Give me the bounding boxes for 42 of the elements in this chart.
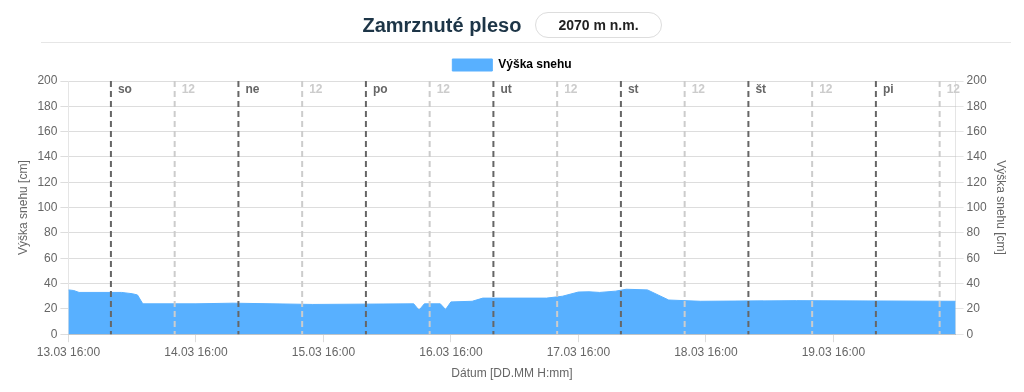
y-tick-label: 100 <box>37 199 58 214</box>
y2-axis-title: Výška snehu [cm] <box>994 160 1009 255</box>
y2-tick-label: 140 <box>966 149 987 164</box>
x-axis-title: Dátum [DD.MM H:mm] <box>451 366 573 381</box>
chart-subtitle: 2070 m n.m. <box>535 12 662 38</box>
y2-tick-label: 40 <box>966 275 981 290</box>
y2-tick-label: 120 <box>966 174 987 189</box>
y-tick-label: 140 <box>37 149 58 164</box>
y2-tick-label: 180 <box>966 98 987 113</box>
ref-line-label: pi <box>882 82 894 97</box>
x-tick-label: 15.03 16:00 <box>291 344 356 359</box>
ref-line-label: št <box>755 82 767 97</box>
ref-line-label: ut <box>500 82 512 97</box>
y2-tick-label: 100 <box>966 199 987 214</box>
y2-tick-label: 80 <box>966 225 981 240</box>
x-tick-label: 13.03 16:00 <box>36 344 101 359</box>
ref-line-label: po <box>372 82 388 97</box>
chart-title: Zamrznuté pleso <box>362 13 522 37</box>
y-tick-label: 60 <box>44 250 58 265</box>
ref-line-label: st <box>627 82 639 97</box>
y2-tick-label: 200 <box>966 73 987 88</box>
y2-tick-label: 20 <box>966 301 981 316</box>
y-tick-label: 20 <box>44 301 58 316</box>
y-tick-label: 40 <box>44 275 58 290</box>
y-tick-label: 160 <box>37 123 58 138</box>
ref-line-label: ne <box>245 82 260 97</box>
x-tick-label: 18.03 16:00 <box>674 344 738 359</box>
x-tick-label: 17.03 16:00 <box>546 344 611 359</box>
legend-label: Výška snehu <box>498 57 572 72</box>
y2-tick-label: 0 <box>966 326 974 341</box>
ref-line-label: so <box>117 82 132 97</box>
y-axis-title: Výška snehu [cm] <box>15 160 30 255</box>
y-tick-label: 80 <box>44 225 58 240</box>
x-tick-label: 14.03 16:00 <box>164 344 228 359</box>
y-tick-label: 120 <box>37 174 58 189</box>
y2-tick-label: 160 <box>966 123 987 138</box>
y-tick-label: 200 <box>37 73 58 88</box>
x-tick-label: 19.03 16:00 <box>801 344 866 359</box>
y-tick-label: 0 <box>50 326 58 341</box>
x-tick-label: 16.03 16:00 <box>419 344 483 359</box>
y2-tick-label: 60 <box>966 250 981 265</box>
y-tick-label: 180 <box>37 98 58 113</box>
